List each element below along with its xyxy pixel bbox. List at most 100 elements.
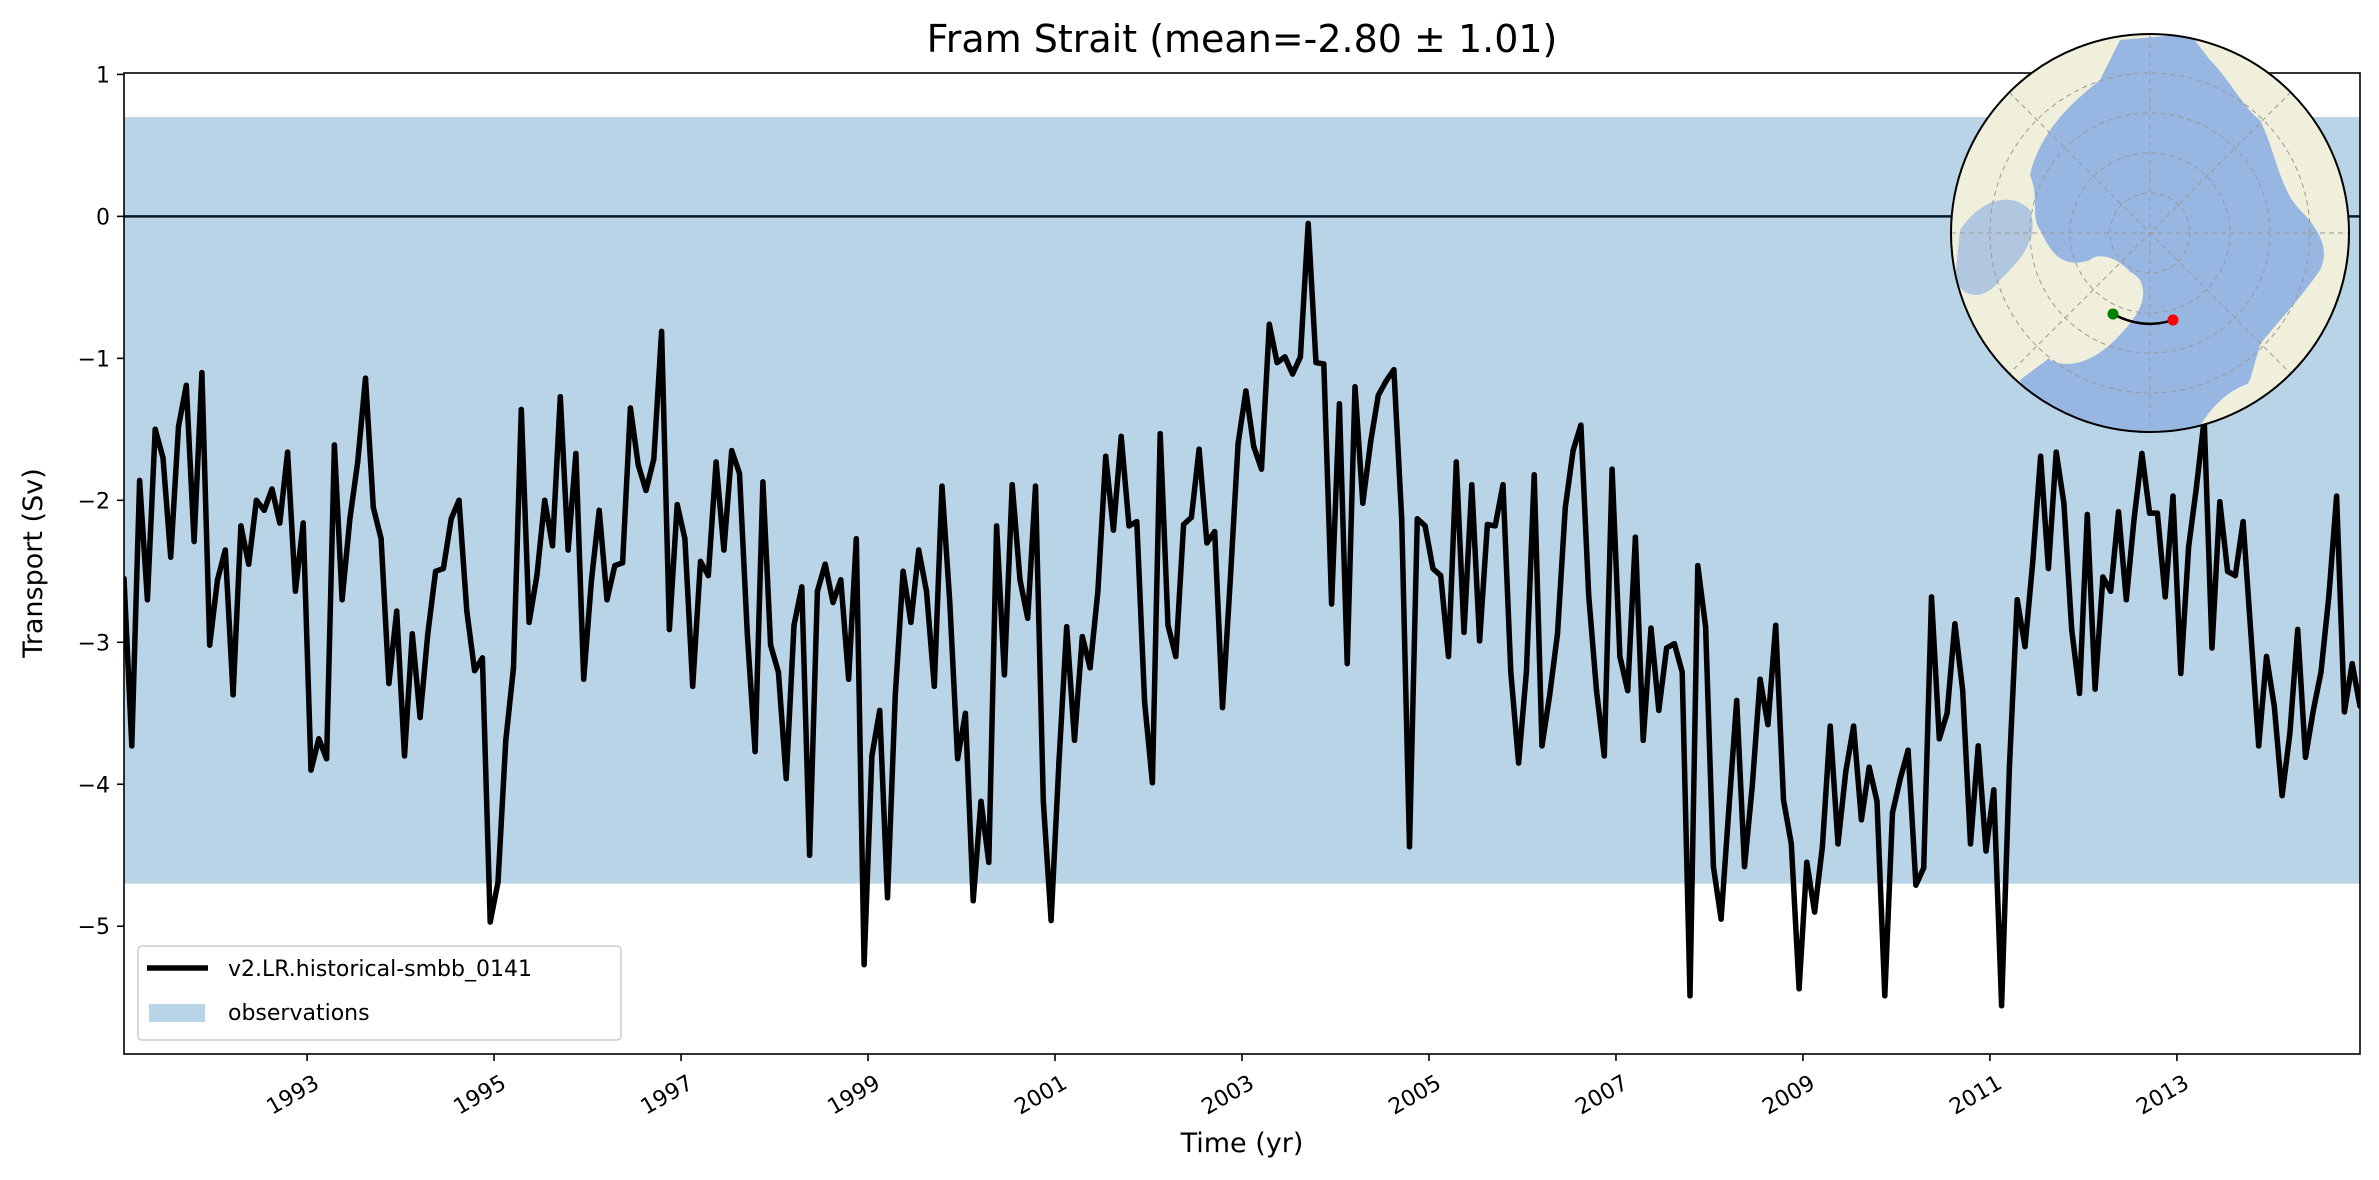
data-point (674, 501, 680, 508)
x-tick-label: 2001 (1011, 1071, 1072, 1121)
data-point (1032, 483, 1039, 489)
data-point (1640, 737, 1646, 743)
chart-title: Fram Strait (mean=-2.80 ± 1.01) (927, 17, 1558, 61)
x-tick-label: 1997 (637, 1071, 698, 1121)
data-point (2100, 574, 2106, 580)
x-tick-label: 2009 (1759, 1071, 1820, 1121)
data-point (183, 382, 189, 388)
data-point (2295, 626, 2301, 633)
data-point (1515, 760, 1522, 766)
data-point (448, 516, 454, 522)
data-point (284, 449, 291, 455)
x-tick-label: 1995 (450, 1071, 511, 1121)
data-point (503, 737, 509, 743)
data-point (1266, 321, 1273, 327)
data-point (2349, 660, 2355, 667)
data-point (2217, 499, 2223, 505)
data-point (1001, 672, 1008, 678)
data-point (495, 879, 501, 885)
data-point (510, 665, 517, 671)
data-point (1227, 577, 1234, 583)
data-point (604, 597, 610, 603)
data-point (2318, 669, 2324, 675)
x-tick-label: 2013 (2133, 1071, 2194, 1121)
data-point (432, 568, 439, 574)
data-point (2263, 653, 2270, 660)
data-point (1352, 384, 1358, 390)
data-point (2248, 631, 2254, 637)
data-point (1913, 882, 1919, 888)
data-point (456, 497, 462, 503)
data-point (830, 599, 836, 606)
legend-patch-swatch (149, 1004, 205, 1022)
data-point (822, 561, 828, 567)
data-point (1414, 516, 1421, 522)
data-point (1313, 359, 1319, 366)
data-point (1874, 798, 1880, 804)
data-point (1126, 523, 1132, 529)
data-point (1196, 446, 1202, 452)
data-point (370, 504, 376, 511)
data-point (355, 459, 361, 465)
data-point (238, 523, 244, 529)
data-point (417, 714, 423, 721)
data-point (471, 668, 478, 674)
data-point (2037, 453, 2044, 459)
data-point (900, 568, 906, 574)
data-point (1757, 676, 1763, 682)
x-tick-label: 1999 (824, 1071, 885, 1121)
data-point (1235, 440, 1241, 447)
data-point (1780, 797, 1787, 803)
data-point (316, 736, 322, 742)
y-tick-label: −1 (78, 347, 110, 372)
x-tick-label: 2007 (1572, 1071, 1633, 1121)
data-point (643, 487, 649, 494)
data-point (658, 328, 665, 335)
data-point (2256, 743, 2262, 749)
data-point (565, 547, 571, 553)
data-point (2333, 493, 2340, 499)
data-point (1741, 863, 1748, 870)
data-point (1469, 482, 1475, 488)
data-point (908, 619, 914, 626)
data-point (1399, 516, 1405, 522)
data-point (323, 756, 330, 762)
data-point (168, 554, 174, 560)
data-point (892, 692, 898, 698)
data-point (1944, 710, 1950, 716)
data-point (1656, 707, 1662, 714)
data-point (191, 538, 197, 545)
x-axis: 1993 1995 1997 1999 2001 2003 2005 2007 2009 2011… (263, 1054, 2194, 1120)
data-point (2146, 510, 2153, 516)
data-point (2209, 645, 2215, 651)
data-point (736, 470, 743, 477)
data-point (1141, 699, 1148, 705)
data-point (1804, 859, 1810, 865)
data-point (799, 584, 805, 590)
data-point (1835, 841, 1841, 847)
data-point (1110, 527, 1117, 533)
data-point (697, 558, 704, 565)
data-point (1632, 534, 1639, 540)
data-point (1453, 459, 1460, 465)
data-point (1064, 624, 1070, 630)
data-point (1508, 669, 1514, 675)
x-axis-label: Time (yr) (1180, 1128, 1304, 1159)
data-point (1048, 917, 1054, 924)
canadian-archipelago (1955, 199, 2033, 295)
data-point (682, 536, 688, 542)
data-point (619, 560, 626, 566)
section-start-marker (2107, 308, 2119, 320)
data-point (2178, 670, 2184, 677)
data-point (1087, 665, 1093, 671)
data-point (1928, 594, 1935, 600)
data-point (814, 588, 821, 594)
data-point (1367, 439, 1374, 445)
data-point (487, 919, 493, 925)
data-point (2053, 449, 2059, 455)
data-point (1998, 1003, 2005, 1009)
data-point (2061, 500, 2067, 506)
data-point (160, 455, 166, 461)
data-points (124, 220, 2360, 1009)
data-point (1765, 721, 1771, 728)
